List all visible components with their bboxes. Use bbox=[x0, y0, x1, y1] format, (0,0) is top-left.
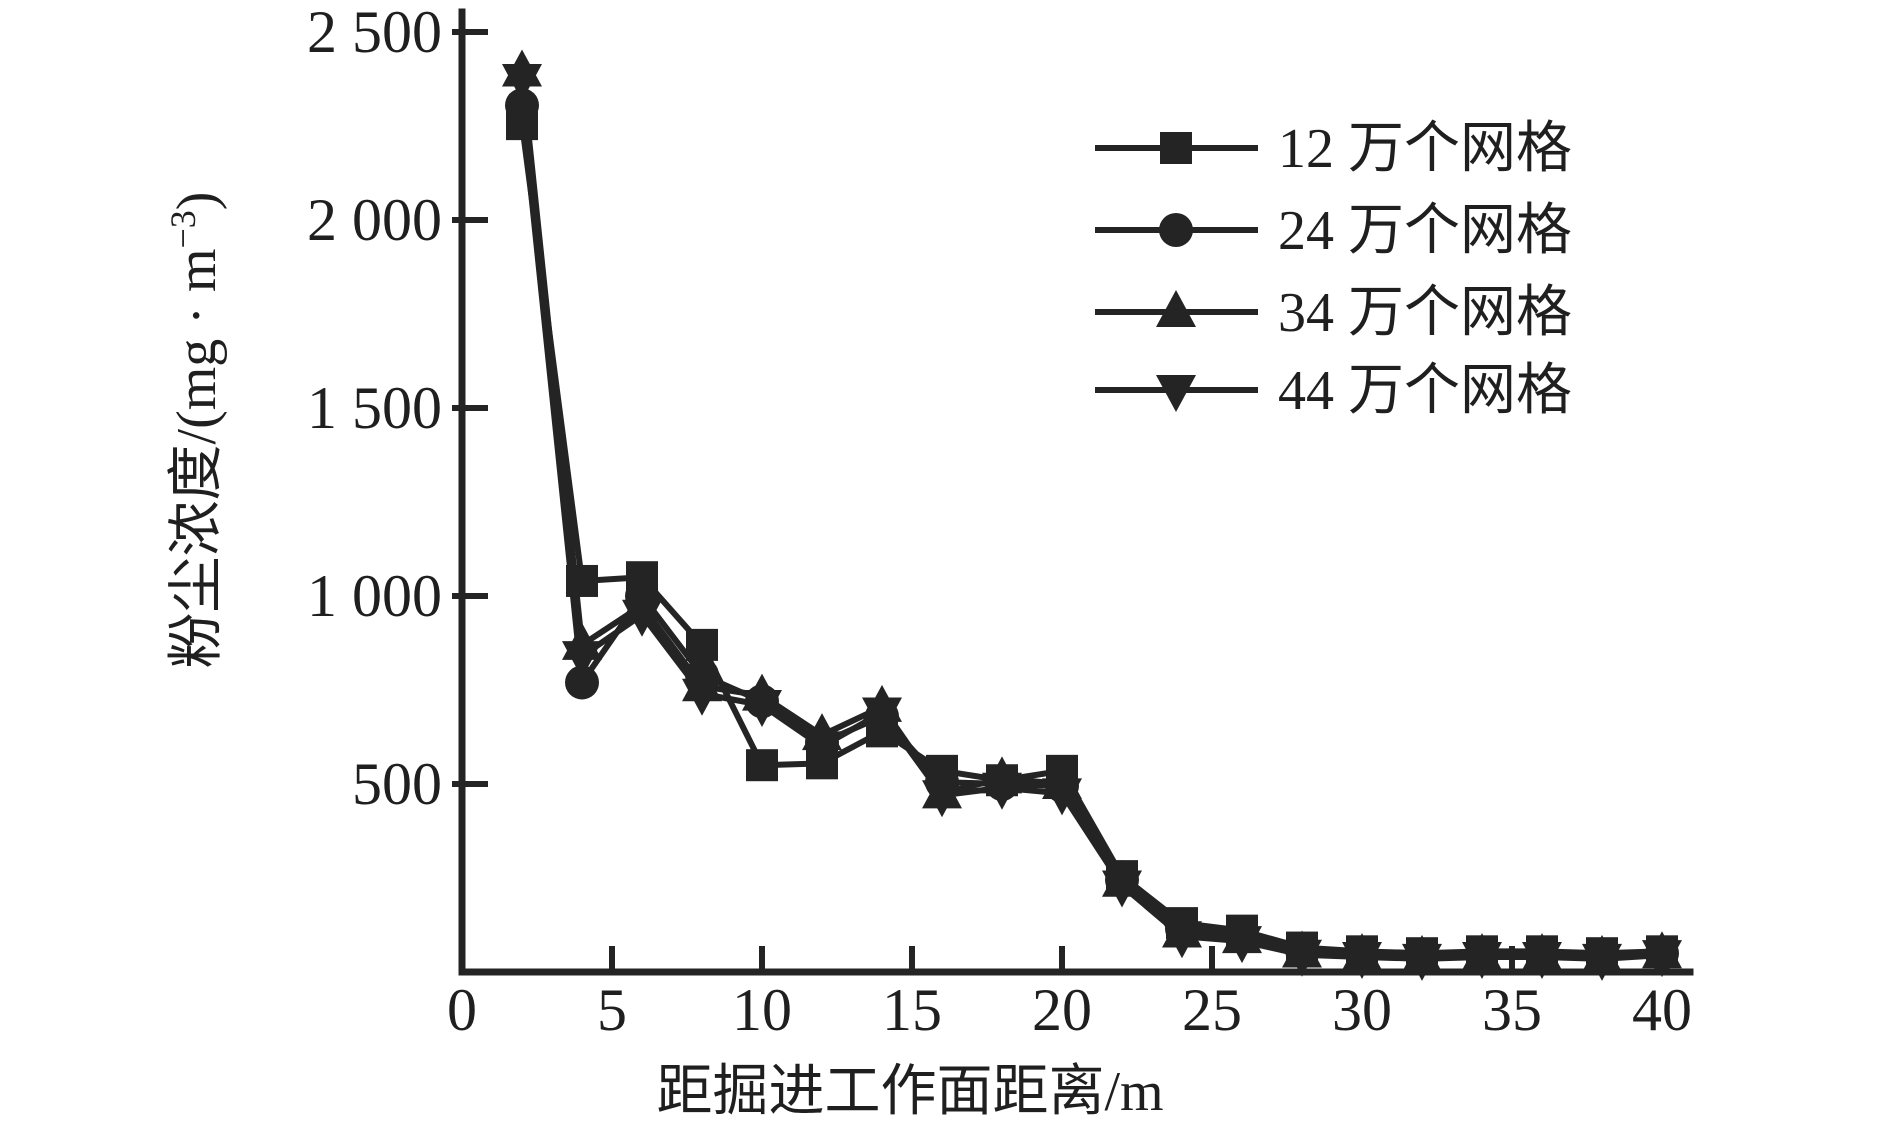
series-3 bbox=[502, 49, 1682, 972]
data-point-triangle-down bbox=[1642, 940, 1682, 978]
legend-label: 34 万个网格 bbox=[1278, 282, 1572, 344]
data-point-triangle-up bbox=[1156, 290, 1196, 327]
data-point-triangle-down bbox=[1162, 921, 1202, 959]
data-point-triangle-down bbox=[1342, 941, 1382, 979]
legend-item: 12 万个网格 bbox=[1095, 118, 1572, 180]
y-tick-label: 1 000 bbox=[307, 563, 442, 629]
x-tick-label: 20 bbox=[1032, 977, 1092, 1043]
data-point-triangle-down bbox=[1522, 941, 1562, 979]
x-axis-title: 距掘进工作面距离/m bbox=[656, 1061, 1163, 1123]
data-point-square bbox=[746, 749, 778, 782]
x-tick-label: 25 bbox=[1182, 977, 1242, 1043]
data-point-triangle-down bbox=[1582, 943, 1622, 981]
data-point-triangle-down bbox=[922, 780, 962, 818]
x-tick-label: 5 bbox=[597, 977, 627, 1043]
axes: 0 5 10 15 20 25 30 35 40 500 1 000 1 500 2 000 2 500 距… bbox=[163, 0, 1694, 1123]
data-point-triangle-down bbox=[1042, 778, 1082, 816]
data-point-square bbox=[1160, 132, 1192, 164]
x-tick-label: 0 bbox=[447, 977, 477, 1043]
y-tick-label: 2 500 bbox=[307, 0, 442, 65]
x-tick-label: 15 bbox=[882, 977, 942, 1043]
data-point-circle bbox=[1159, 213, 1193, 247]
data-point-triangle-down bbox=[862, 697, 902, 735]
data-point-triangle-down bbox=[622, 599, 662, 637]
data-point-triangle-down bbox=[1222, 926, 1262, 964]
data-point-triangle-down bbox=[742, 690, 782, 728]
x-tick-label: 40 bbox=[1632, 977, 1692, 1043]
x-tick-label: 30 bbox=[1332, 977, 1392, 1043]
legend-label: 24 万个网格 bbox=[1278, 200, 1572, 262]
data-point-triangle-down bbox=[1282, 939, 1322, 977]
data-point-triangle-down bbox=[982, 772, 1022, 810]
x-tick-label: 35 bbox=[1482, 977, 1542, 1043]
data-point-triangle-down bbox=[682, 678, 722, 716]
data-point-triangle-down bbox=[1156, 375, 1196, 412]
legend: 12 万个网格 24 万个网格 34 万个网格 44 万个网格 bbox=[1095, 118, 1572, 422]
data-point-triangle-down bbox=[562, 641, 602, 679]
series-4 bbox=[502, 64, 1682, 981]
data-point-triangle-down bbox=[1402, 943, 1442, 981]
x-tick-label: 10 bbox=[732, 977, 792, 1043]
data-point-triangle-down bbox=[502, 64, 542, 101]
data-point-square bbox=[686, 628, 718, 661]
data-point-triangle-down bbox=[1102, 870, 1142, 908]
y-tick-label: 2 000 bbox=[307, 187, 442, 253]
y-tick-label: 500 bbox=[352, 751, 442, 817]
data-point-circle bbox=[565, 665, 599, 700]
axis-lines bbox=[458, 8, 1694, 976]
data-point-triangle-down bbox=[1462, 941, 1502, 979]
legend-item: 44 万个网格 bbox=[1095, 360, 1572, 422]
data-point-triangle-down bbox=[802, 731, 842, 769]
legend-label: 12 万个网格 bbox=[1278, 118, 1572, 180]
legend-label: 44 万个网格 bbox=[1278, 360, 1572, 422]
legend-item: 24 万个网格 bbox=[1095, 200, 1572, 262]
y-axis-title: 粉尘浓度/(mg · m−3) bbox=[163, 192, 228, 669]
y-tick-label: 1 500 bbox=[307, 375, 442, 441]
legend-item: 34 万个网格 bbox=[1095, 282, 1572, 344]
